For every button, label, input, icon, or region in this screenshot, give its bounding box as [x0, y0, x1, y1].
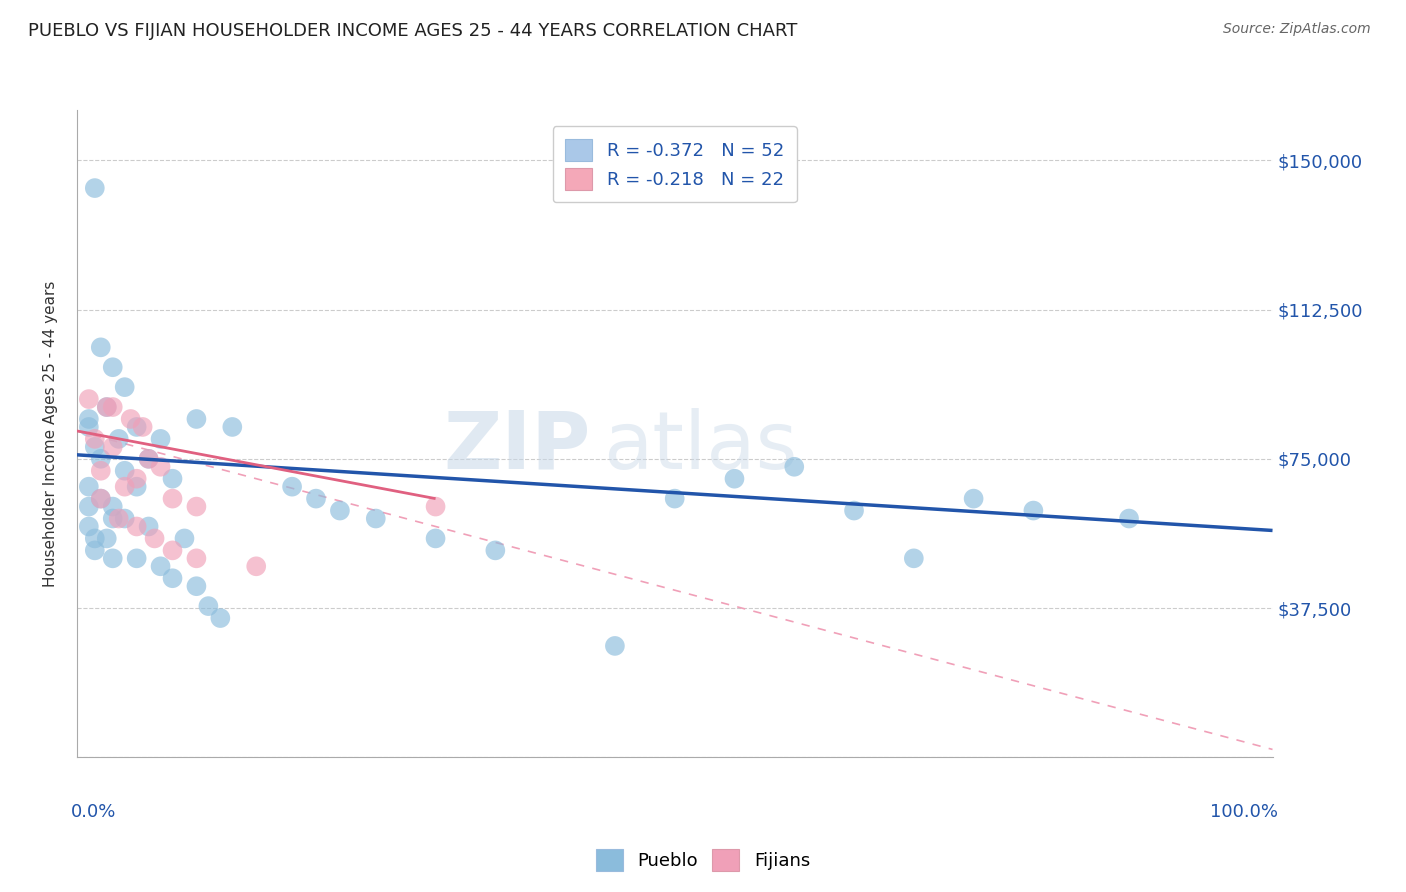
Point	[149, 559, 172, 574]
Point	[83, 432, 105, 446]
Point	[484, 543, 506, 558]
Point	[138, 519, 160, 533]
Point	[96, 400, 118, 414]
Point	[186, 412, 208, 426]
Point	[162, 491, 184, 506]
Point	[425, 500, 447, 514]
Point	[131, 420, 153, 434]
Point	[114, 480, 136, 494]
Legend: R = -0.372   N = 52, R = -0.218   N = 22: R = -0.372 N = 52, R = -0.218 N = 22	[553, 126, 797, 202]
Point	[107, 432, 129, 446]
Point	[162, 571, 184, 585]
Point	[96, 532, 118, 546]
Point	[96, 400, 118, 414]
Point	[114, 380, 136, 394]
Point	[903, 551, 925, 566]
Text: Source: ZipAtlas.com: Source: ZipAtlas.com	[1223, 22, 1371, 37]
Point	[186, 551, 208, 566]
Text: PUEBLO VS FIJIAN HOUSEHOLDER INCOME AGES 25 - 44 YEARS CORRELATION CHART: PUEBLO VS FIJIAN HOUSEHOLDER INCOME AGES…	[28, 22, 797, 40]
Point	[1022, 503, 1045, 517]
Point	[138, 451, 160, 466]
Point	[101, 400, 124, 414]
Point	[77, 480, 100, 494]
Point	[664, 491, 686, 506]
Point	[107, 511, 129, 525]
Point	[125, 551, 148, 566]
Point	[162, 543, 184, 558]
Point	[783, 459, 806, 474]
Text: atlas: atlas	[603, 408, 797, 486]
Legend: Pueblo, Fijians: Pueblo, Fijians	[589, 842, 817, 879]
Point	[173, 532, 195, 546]
Point	[114, 511, 136, 525]
Point	[723, 472, 745, 486]
Point	[221, 420, 243, 434]
Point	[125, 420, 148, 434]
Y-axis label: Householder Income Ages 25 - 44 years: Householder Income Ages 25 - 44 years	[44, 281, 58, 587]
Point	[83, 181, 105, 195]
Point	[186, 579, 208, 593]
Text: ZIP: ZIP	[444, 408, 591, 486]
Point	[125, 480, 148, 494]
Point	[364, 511, 387, 525]
Point	[114, 464, 136, 478]
Point	[90, 340, 112, 354]
Point	[281, 480, 304, 494]
Point	[962, 491, 984, 506]
Point	[197, 599, 219, 613]
Point	[305, 491, 328, 506]
Point	[101, 500, 124, 514]
Point	[83, 543, 105, 558]
Point	[90, 491, 112, 506]
Point	[90, 491, 112, 506]
Point	[329, 503, 352, 517]
Point	[101, 511, 124, 525]
Point	[209, 611, 232, 625]
Point	[101, 551, 124, 566]
Point	[77, 500, 100, 514]
Point	[842, 503, 865, 517]
Point	[143, 532, 166, 546]
Point	[1118, 511, 1140, 525]
Point	[162, 472, 184, 486]
Point	[90, 464, 112, 478]
Point	[77, 519, 100, 533]
Point	[125, 472, 148, 486]
Point	[149, 459, 172, 474]
Point	[77, 392, 100, 406]
Point	[77, 420, 100, 434]
Point	[125, 519, 148, 533]
Point	[138, 451, 160, 466]
Point	[83, 440, 105, 454]
Point	[186, 500, 208, 514]
Point	[149, 432, 172, 446]
Point	[245, 559, 267, 574]
Point	[101, 360, 124, 375]
Point	[101, 440, 124, 454]
Text: 0.0%: 0.0%	[70, 803, 117, 821]
Point	[120, 412, 142, 426]
Point	[77, 412, 100, 426]
Point	[83, 532, 105, 546]
Point	[90, 451, 112, 466]
Point	[425, 532, 447, 546]
Text: 100.0%: 100.0%	[1211, 803, 1278, 821]
Point	[603, 639, 626, 653]
